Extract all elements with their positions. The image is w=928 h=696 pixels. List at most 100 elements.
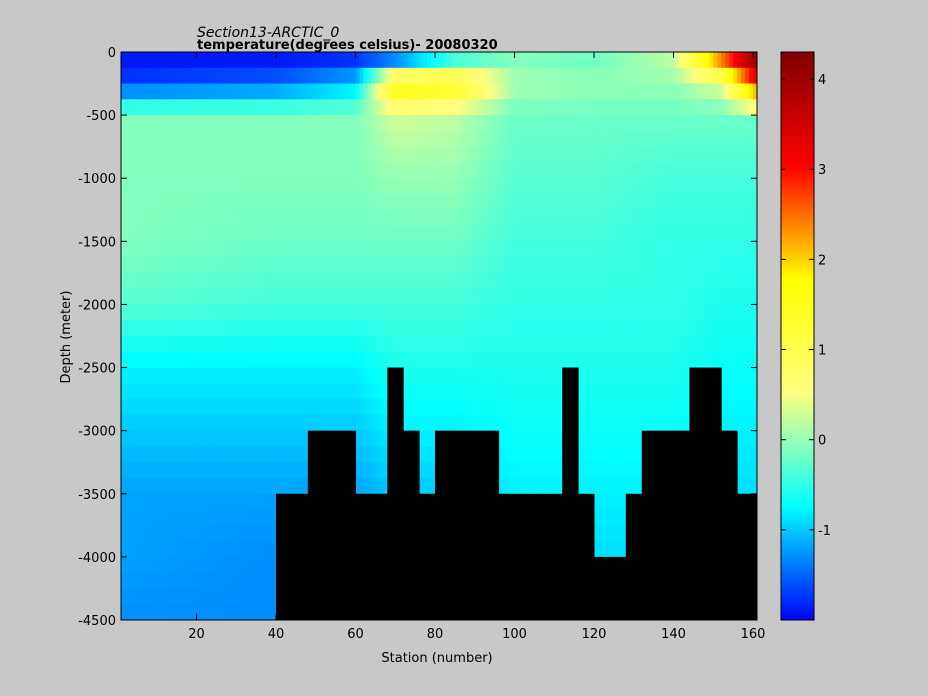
heatmap-cell bbox=[423, 272, 428, 290]
heatmap-cell bbox=[359, 367, 365, 384]
heatmap-cell bbox=[144, 162, 150, 179]
heatmap-cell bbox=[633, 446, 639, 463]
heatmap-cell bbox=[156, 478, 162, 495]
heatmap-cell bbox=[132, 588, 138, 605]
heatmap-cell bbox=[586, 67, 591, 85]
heatmap-cell bbox=[176, 130, 182, 148]
heatmap-cell bbox=[482, 67, 488, 85]
heatmap-cell bbox=[140, 83, 146, 100]
heatmap-cell bbox=[347, 115, 353, 132]
heatmap-cell bbox=[268, 493, 273, 511]
heatmap-cell bbox=[220, 257, 225, 274]
heatmap-cell bbox=[649, 351, 655, 369]
heatmap-cell bbox=[299, 462, 305, 479]
heatmap-cell bbox=[446, 367, 452, 384]
heatmap-cell bbox=[152, 99, 158, 116]
heatmap-cell bbox=[228, 115, 233, 132]
heatmap-cell bbox=[212, 162, 217, 179]
heatmap-cell bbox=[339, 399, 345, 416]
heatmap-cell bbox=[498, 272, 504, 290]
heatmap-cell bbox=[204, 115, 210, 132]
heatmap-cell bbox=[530, 130, 535, 148]
heatmap-cell bbox=[542, 99, 547, 116]
heatmap-cell bbox=[450, 52, 456, 69]
heatmap-cell bbox=[558, 209, 563, 227]
heatmap-cell bbox=[196, 556, 202, 574]
heatmap-cell bbox=[152, 336, 158, 353]
heatmap-cell bbox=[216, 146, 221, 164]
heatmap-cell bbox=[124, 52, 130, 69]
heatmap-cell bbox=[168, 257, 174, 274]
heatmap-cell bbox=[446, 257, 452, 274]
heatmap-cell bbox=[518, 367, 524, 384]
heatmap-cell bbox=[494, 225, 500, 242]
heatmap-cell bbox=[645, 67, 651, 85]
heatmap-cell bbox=[661, 351, 667, 369]
heatmap-cell bbox=[295, 178, 301, 195]
heatmap-cell bbox=[276, 162, 281, 179]
heatmap-cell bbox=[613, 162, 619, 179]
heatmap-cell bbox=[156, 162, 162, 179]
heatmap-cell bbox=[248, 272, 253, 290]
heatmap-cell bbox=[470, 162, 476, 179]
heatmap-cell bbox=[256, 304, 261, 321]
heatmap-cell bbox=[303, 367, 309, 384]
heatmap-cell bbox=[601, 162, 607, 179]
heatmap-cell bbox=[637, 241, 643, 258]
heatmap-cell bbox=[621, 67, 627, 85]
heatmap-cell bbox=[419, 336, 424, 353]
heatmap-cell bbox=[633, 178, 639, 195]
heatmap-cell bbox=[264, 525, 269, 542]
heatmap-cell bbox=[188, 225, 194, 242]
heatmap-cell bbox=[156, 572, 162, 590]
heatmap-cell bbox=[423, 115, 428, 132]
heatmap-cell bbox=[526, 130, 532, 148]
heatmap-cell bbox=[264, 99, 269, 116]
heatmap-cell bbox=[132, 146, 138, 164]
heatmap-cell bbox=[494, 146, 500, 164]
heatmap-cell bbox=[315, 115, 321, 132]
heatmap-cell bbox=[128, 320, 134, 337]
heatmap-cell bbox=[594, 336, 599, 353]
heatmap-cell bbox=[272, 99, 277, 116]
heatmap-cell bbox=[192, 320, 198, 337]
heatmap-cell bbox=[160, 367, 166, 384]
heatmap-cell bbox=[160, 304, 166, 321]
heatmap-cell bbox=[148, 115, 154, 132]
heatmap-cell bbox=[224, 67, 229, 85]
heatmap-cell bbox=[244, 351, 249, 369]
heatmap-cell bbox=[534, 367, 539, 384]
heatmap-cell bbox=[208, 525, 214, 542]
heatmap-cell bbox=[546, 209, 551, 227]
heatmap-cell bbox=[148, 257, 154, 274]
heatmap-cell bbox=[164, 225, 170, 242]
heatmap-cell bbox=[367, 209, 373, 227]
heatmap-cell bbox=[128, 52, 134, 69]
heatmap-cell bbox=[415, 225, 420, 242]
heatmap-cell bbox=[132, 209, 138, 227]
heatmap-cell bbox=[649, 194, 655, 211]
heatmap-cell bbox=[387, 162, 392, 179]
heatmap-cell bbox=[546, 178, 551, 195]
heatmap-cell bbox=[613, 83, 619, 100]
heatmap-cell bbox=[474, 130, 480, 148]
heatmap-cell bbox=[331, 241, 337, 258]
heatmap-cell bbox=[156, 462, 162, 479]
heatmap-cell bbox=[546, 99, 551, 116]
heatmap-cell bbox=[176, 525, 182, 542]
heatmap-cell bbox=[168, 83, 174, 100]
heatmap-cell bbox=[148, 209, 154, 227]
heatmap-cell bbox=[633, 430, 639, 448]
heatmap-cell bbox=[415, 367, 420, 384]
heatmap-cell bbox=[180, 288, 186, 306]
heatmap-cell bbox=[407, 320, 412, 337]
heatmap-cell bbox=[124, 478, 130, 495]
heatmap-cell bbox=[570, 225, 575, 242]
heatmap-cell bbox=[295, 367, 301, 384]
heatmap-cell bbox=[160, 194, 166, 211]
heatmap-cell bbox=[542, 272, 547, 290]
heatmap-cell bbox=[510, 399, 516, 416]
heatmap-cell bbox=[669, 336, 675, 353]
heatmap-cell bbox=[395, 241, 400, 258]
heatmap-cell bbox=[311, 194, 317, 211]
